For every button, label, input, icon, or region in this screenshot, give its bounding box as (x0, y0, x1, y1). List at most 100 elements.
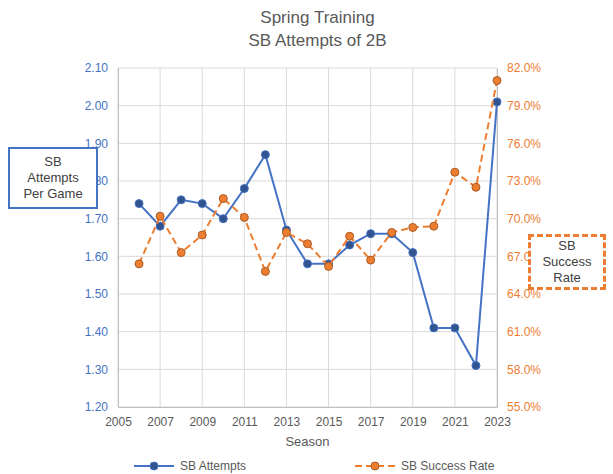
plot-area (135, 77, 501, 370)
x-grid-line (118, 68, 119, 407)
y2-axis-tick-label: 70.0% (507, 212, 541, 226)
series-marker (198, 200, 206, 208)
y2-axis-tick: 73.0% (497, 174, 541, 188)
y2-axis-tick: 58.0% (497, 363, 541, 377)
y-axis-tick: 2.10 (85, 61, 118, 75)
series-marker (304, 260, 312, 268)
series-line (139, 81, 497, 272)
series-marker (430, 324, 438, 332)
x-axis-tick: 2015 (316, 407, 343, 429)
y-axis-tick: 1.70 (85, 212, 118, 226)
series-marker (472, 183, 480, 191)
series-marker (304, 240, 312, 248)
legend-item: SB Attempts (134, 459, 246, 473)
x-axis-tick-label: 2023 (484, 415, 511, 429)
legend: SB Attempts SB Success Rate (134, 459, 495, 473)
series-marker (409, 223, 417, 231)
y-axis-tick: 2.00 (85, 99, 118, 113)
x-axis-line (119, 407, 498, 408)
y-axis-tick-label: 2.00 (85, 99, 109, 113)
y2-axis-tick-label: 61.0% (507, 325, 541, 339)
x-axis-tick-label: 2019 (400, 415, 427, 429)
series-marker (261, 267, 269, 275)
y2-axis-line (497, 69, 498, 408)
x-axis-tick-label: 2007 (147, 415, 174, 429)
x-axis-tick-label: 2013 (274, 415, 301, 429)
series-marker (156, 212, 164, 220)
series-marker (325, 262, 333, 270)
y2-axis-tick: 82.0% (497, 61, 541, 75)
x-axis-tick: 2013 (274, 407, 301, 429)
x-axis-title: Season (285, 434, 329, 449)
y-grid-line (118, 331, 497, 332)
y-grid-line (118, 256, 497, 257)
series-marker (177, 196, 185, 204)
x-axis-tick: 2017 (358, 407, 385, 429)
x-axis-tick-label: 2009 (189, 415, 216, 429)
series-marker (346, 232, 354, 240)
y-axis-tick: 1.20 (85, 400, 118, 414)
y-axis-tick-label: 1.20 (85, 400, 109, 414)
y2-axis-tick-label: 55.0% (507, 400, 541, 414)
series-marker (367, 256, 375, 264)
series-marker (282, 228, 290, 236)
y-grid-line (118, 369, 497, 370)
y2-axis-tick-label: 73.0% (507, 174, 541, 188)
y2-axis-title: SB Success Rate (528, 234, 606, 290)
chart-svg: 2005200720092011201320152017201920212023… (0, 0, 613, 474)
y-grid-line (118, 407, 497, 408)
x-axis-tick-label: 2021 (442, 415, 469, 429)
series-marker (135, 200, 143, 208)
x-grid-line (244, 68, 245, 407)
series-marker (367, 230, 375, 238)
x-axis-tick: 2019 (400, 407, 427, 429)
x-axis-tick-label: 2011 (232, 415, 258, 429)
y-grid-line (118, 181, 497, 182)
y-grid-line (118, 68, 497, 69)
y-axis-tick: 1.50 (85, 287, 118, 301)
series-marker (240, 185, 248, 193)
y2-axis-tick: 70.0% (497, 212, 541, 226)
series-marker (346, 241, 354, 249)
x-grid-line (328, 68, 329, 407)
x-axis-tick: 2009 (189, 407, 216, 429)
legend-label: SB Success Rate (401, 459, 495, 473)
y-grid-line (118, 218, 497, 219)
x-grid-line (160, 68, 161, 407)
y-axis-title: SB Attempts Per Game (8, 147, 98, 209)
grid (118, 68, 497, 407)
series-marker (430, 222, 438, 230)
series-line (139, 102, 497, 366)
chart-subtitle: SB Attempts of 2B (249, 31, 387, 50)
y-axis-tick: 1.60 (85, 250, 118, 264)
y-axis-line (118, 69, 119, 408)
y-axis-tick-label: 1.30 (85, 363, 109, 377)
series-marker (240, 213, 248, 221)
series-marker (451, 324, 459, 332)
series-marker (177, 249, 185, 257)
y2-axis-tick-label: 79.0% (507, 99, 541, 113)
y2-axis-tick-label: 58.0% (507, 363, 541, 377)
series-marker (261, 151, 269, 159)
x-grid-line (454, 68, 455, 407)
y-axis: 1.201.301.401.501.601.701.801.902.002.10 (85, 61, 119, 414)
y2-axis-tick: 76.0% (497, 137, 541, 151)
series-marker (472, 362, 480, 370)
y-axis-tick-label: 1.70 (85, 212, 109, 226)
legend-marker (150, 462, 158, 470)
x-axis-tick: 2007 (147, 407, 174, 429)
y2-axis-tick-label: 82.0% (507, 61, 541, 75)
x-axis-tick: 2011 (232, 407, 258, 429)
legend-item: SB Success Rate (355, 459, 495, 473)
legend-label: SB Attempts (180, 459, 246, 473)
series-marker (219, 195, 227, 203)
chart-title: Spring Training (260, 8, 374, 27)
y2-axis-tick: 55.0% (497, 400, 541, 414)
y-axis-tick: 1.40 (85, 325, 118, 339)
y-axis-tick-label: 2.10 (85, 61, 109, 75)
y-axis-tick-label: 1.40 (85, 325, 109, 339)
y-axis-tick-label: 1.60 (85, 250, 109, 264)
y2-axis-tick: 79.0% (497, 99, 541, 113)
x-grid-line (497, 68, 498, 407)
series-marker (409, 249, 417, 257)
